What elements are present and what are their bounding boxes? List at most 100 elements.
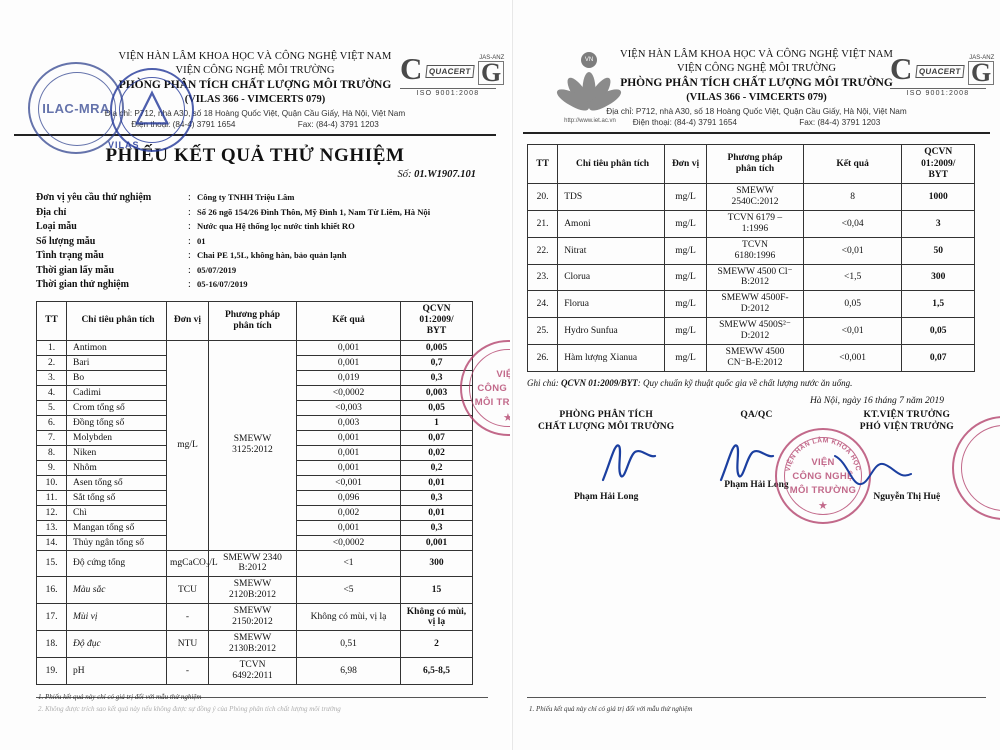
signature-column: KT.VIỆN TRƯỞNG PHÓ VIỆN TRƯỞNG Nguyễn Thị … xyxy=(832,410,982,502)
cell-res: Không có mùi, vị lạ xyxy=(296,603,401,632)
cell-name: Niken xyxy=(66,444,167,461)
cell-name: Độ đục xyxy=(66,630,167,658)
table-row: 23. Clorua mg/L SMEWW 4500 Cl⁻ B:2012 <1,5 300 xyxy=(526,263,975,292)
cell-unit: mg/L xyxy=(663,344,708,372)
info-row: Thời gian thử nghiệm:05-16/07/2019 xyxy=(36,278,510,293)
jas-anz-g-icon: G xyxy=(478,59,505,86)
cell-unit: mg/L xyxy=(663,290,708,319)
page-right: VN http://www.iet.ac.vn C QUACERT JAS-AN… xyxy=(512,0,1000,750)
footnotes-left: 1. Phiếu kết quả này chỉ có giá trị đối … xyxy=(38,692,341,716)
document-number-label: Số: xyxy=(397,169,412,181)
cell-name: Crom tổng số xyxy=(66,399,167,416)
col-unit-right: Đơn vị xyxy=(663,144,708,185)
info-key: Loại mẫu xyxy=(36,221,77,233)
cell-tt: 5. xyxy=(36,399,67,416)
cell-unit: mg/L xyxy=(663,183,708,211)
org-fax: Fax: (84-4) 3791 1203 xyxy=(297,119,379,129)
jas-anz-label-right: JAS-ANZ xyxy=(969,55,995,61)
org-address-right: Địa chỉ: P712, nhà A30, số 18 Hoàng Quốc… xyxy=(606,106,907,116)
cell-name: TDS xyxy=(557,183,665,211)
cell-res: 0,002 xyxy=(296,504,401,521)
cell-tt: 8. xyxy=(36,444,67,461)
cell-qcvn: 300 xyxy=(901,263,975,292)
info-value: Số 26 ngõ 154/26 Đình Thôn, Mỹ Đình 1, N… xyxy=(197,206,431,217)
cell-res: 0,51 xyxy=(296,630,401,658)
cell-tt: 14. xyxy=(36,534,67,551)
results-table-right: TT Chỉ tiêu phân tích Đơn vị Phương pháp… xyxy=(526,144,975,372)
cell-res: 0,096 xyxy=(296,489,401,506)
cell-res: <0,001 xyxy=(296,474,401,491)
col-qcvn: QCVN 01:2009/ BYT xyxy=(400,300,473,341)
iso-certification-text: ISO 9001:2008 xyxy=(400,88,496,97)
cell-meth: SMEWW 4500 CN⁻B-E:2012 xyxy=(706,344,804,372)
cell-name: pH xyxy=(66,656,167,685)
col-parameter-right: Chỉ tiêu phân tích xyxy=(557,144,665,185)
page-title: PHIẾU KẾT QUẢ THỬ NGHIỆM xyxy=(105,145,405,167)
footnotes-right: 1. Phiếu kết quả này chỉ có giá trị đối … xyxy=(529,704,692,716)
col-qcvn-right: QCVN 01:2009/ BYT xyxy=(901,144,975,185)
cell-name: Màu sắc xyxy=(66,576,167,605)
info-key: Thời gian lấy mẫu xyxy=(36,264,115,276)
signature-name: Phạm Hải Long xyxy=(573,491,639,502)
cell-tt: 2. xyxy=(36,354,67,371)
cell-name: Đồng tổng số xyxy=(66,414,167,431)
table-row: 21. Amoni mg/L TCVN 6179 –1:1996 <0,04 3 xyxy=(526,209,975,238)
cell-qcvn: 0,2 xyxy=(400,459,473,476)
cell-tt: 6. xyxy=(36,414,67,431)
institute-website[interactable]: http://www.iet.ac.vn xyxy=(564,118,616,124)
cell-name: Sắt tổng số xyxy=(66,489,167,506)
document-number: Số: 01.W1907.101 xyxy=(0,169,476,180)
info-colon: : xyxy=(188,264,191,276)
cell-tt: 15. xyxy=(36,549,67,578)
cell-name: Hydro Sunfua xyxy=(557,317,665,346)
cell-res: <5 xyxy=(296,576,401,605)
signature-role: KT.VIỆN TRƯỞNG PHÓ VIỆN TRƯỞNG xyxy=(859,409,954,432)
org-fax-right: Fax: (84-4) 3791 1203 xyxy=(799,117,881,127)
cell-res: 6,98 xyxy=(296,656,401,685)
cell-qcvn: 3 xyxy=(901,209,975,238)
jas-anz-logo-right: JAS-ANZ G xyxy=(968,55,995,86)
signature-mark-3 xyxy=(829,444,915,492)
info-key: Số lượng mẫu xyxy=(36,235,96,247)
quacert-logo: C QUACERT JAS-ANZ G ISO 9001:2008 xyxy=(400,53,505,97)
table-row: 9. Nhôm 0,001 0,2 xyxy=(36,459,473,476)
header-divider-right xyxy=(523,132,990,135)
org-academy-name-right: VIỆN HÀN LÂM KHOA HỌC VÀ CÔNG NGHỆ VIỆT … xyxy=(620,49,893,60)
cell-res: <0,001 xyxy=(802,344,903,372)
cell-tt: 26. xyxy=(526,344,559,372)
cell-qcvn: 0,05 xyxy=(901,317,975,346)
institute-emblem-icon: VN http://www.iet.ac.vn xyxy=(553,52,625,124)
sample-info-block: Đơn vị yêu cầu thử nghiệm: Công ty TNHH T… xyxy=(36,191,510,293)
info-row: Đơn vị yêu cầu thử nghiệm: Công ty TNHH T… xyxy=(36,191,510,206)
cell-meth: TCVN 6180:1996 xyxy=(706,236,804,265)
info-value: Chai PE 1,5L, không hàn, bảo quản lạnh xyxy=(197,250,347,261)
info-key: Đơn vị yêu cầu thử nghiệm xyxy=(36,192,152,204)
org-department-name-right: PHÒNG PHÂN TÍCH CHẤT LƯỢNG MÔI TRƯỜNG xyxy=(620,76,893,89)
cell-tt: 25. xyxy=(526,317,559,346)
stamp-line-3-right: MÔI TRƯỜNG xyxy=(789,484,857,496)
org-institute-name: VIỆN CÔNG NGHỆ MÔI TRƯỜNG xyxy=(175,64,335,76)
document-number-value: 01.W1907.101 xyxy=(414,169,476,181)
cell-name: Bo xyxy=(66,369,167,386)
info-value: Công ty TNHH Triệu Lâm xyxy=(197,192,295,203)
cell-meth: TCVN 6492:2011 xyxy=(208,656,297,685)
quacert-word: QUACERT xyxy=(425,65,475,78)
page-left: ILAC-MRA VILAS C QUACERT JAS-ANZ G ISO 9… xyxy=(0,51,510,716)
cell-name: Antimon xyxy=(66,339,167,356)
cell-res: 0,001 xyxy=(296,519,401,536)
cell-res: 8 xyxy=(802,183,903,211)
col-method-right: Phương pháp phân tích xyxy=(706,144,804,185)
info-colon: : xyxy=(188,279,191,291)
results-table-left-body: 1. Antimon mg/L SMEWW 3125:2012 0,001 0,005 2. B… xyxy=(36,339,473,685)
institute-red-stamp-partial: VIỆN CÔNG NGHỆ MÔI TRƯỜNG ★ xyxy=(460,340,510,436)
cell-tt: 3. xyxy=(36,369,67,386)
signature-column: PHÒNG PHÂN TÍCH CHẤT LƯỢNG MÔI TRƯỜNG Phạm… xyxy=(531,410,681,502)
col-result: Kết quả xyxy=(296,300,401,341)
stamp-star-icon-right: ★ xyxy=(818,499,828,512)
cell-meth: SMEWW 3125:2012 xyxy=(208,339,297,551)
table-row: 18. Độ đục NTU SMEWW 2130B:2012 0,51 2 xyxy=(36,630,473,658)
cell-qcvn: 1,5 xyxy=(901,290,975,319)
cell-name: Molybden xyxy=(66,429,167,446)
signature-mark-2 xyxy=(709,436,779,484)
cell-name: Nhôm xyxy=(66,459,167,476)
